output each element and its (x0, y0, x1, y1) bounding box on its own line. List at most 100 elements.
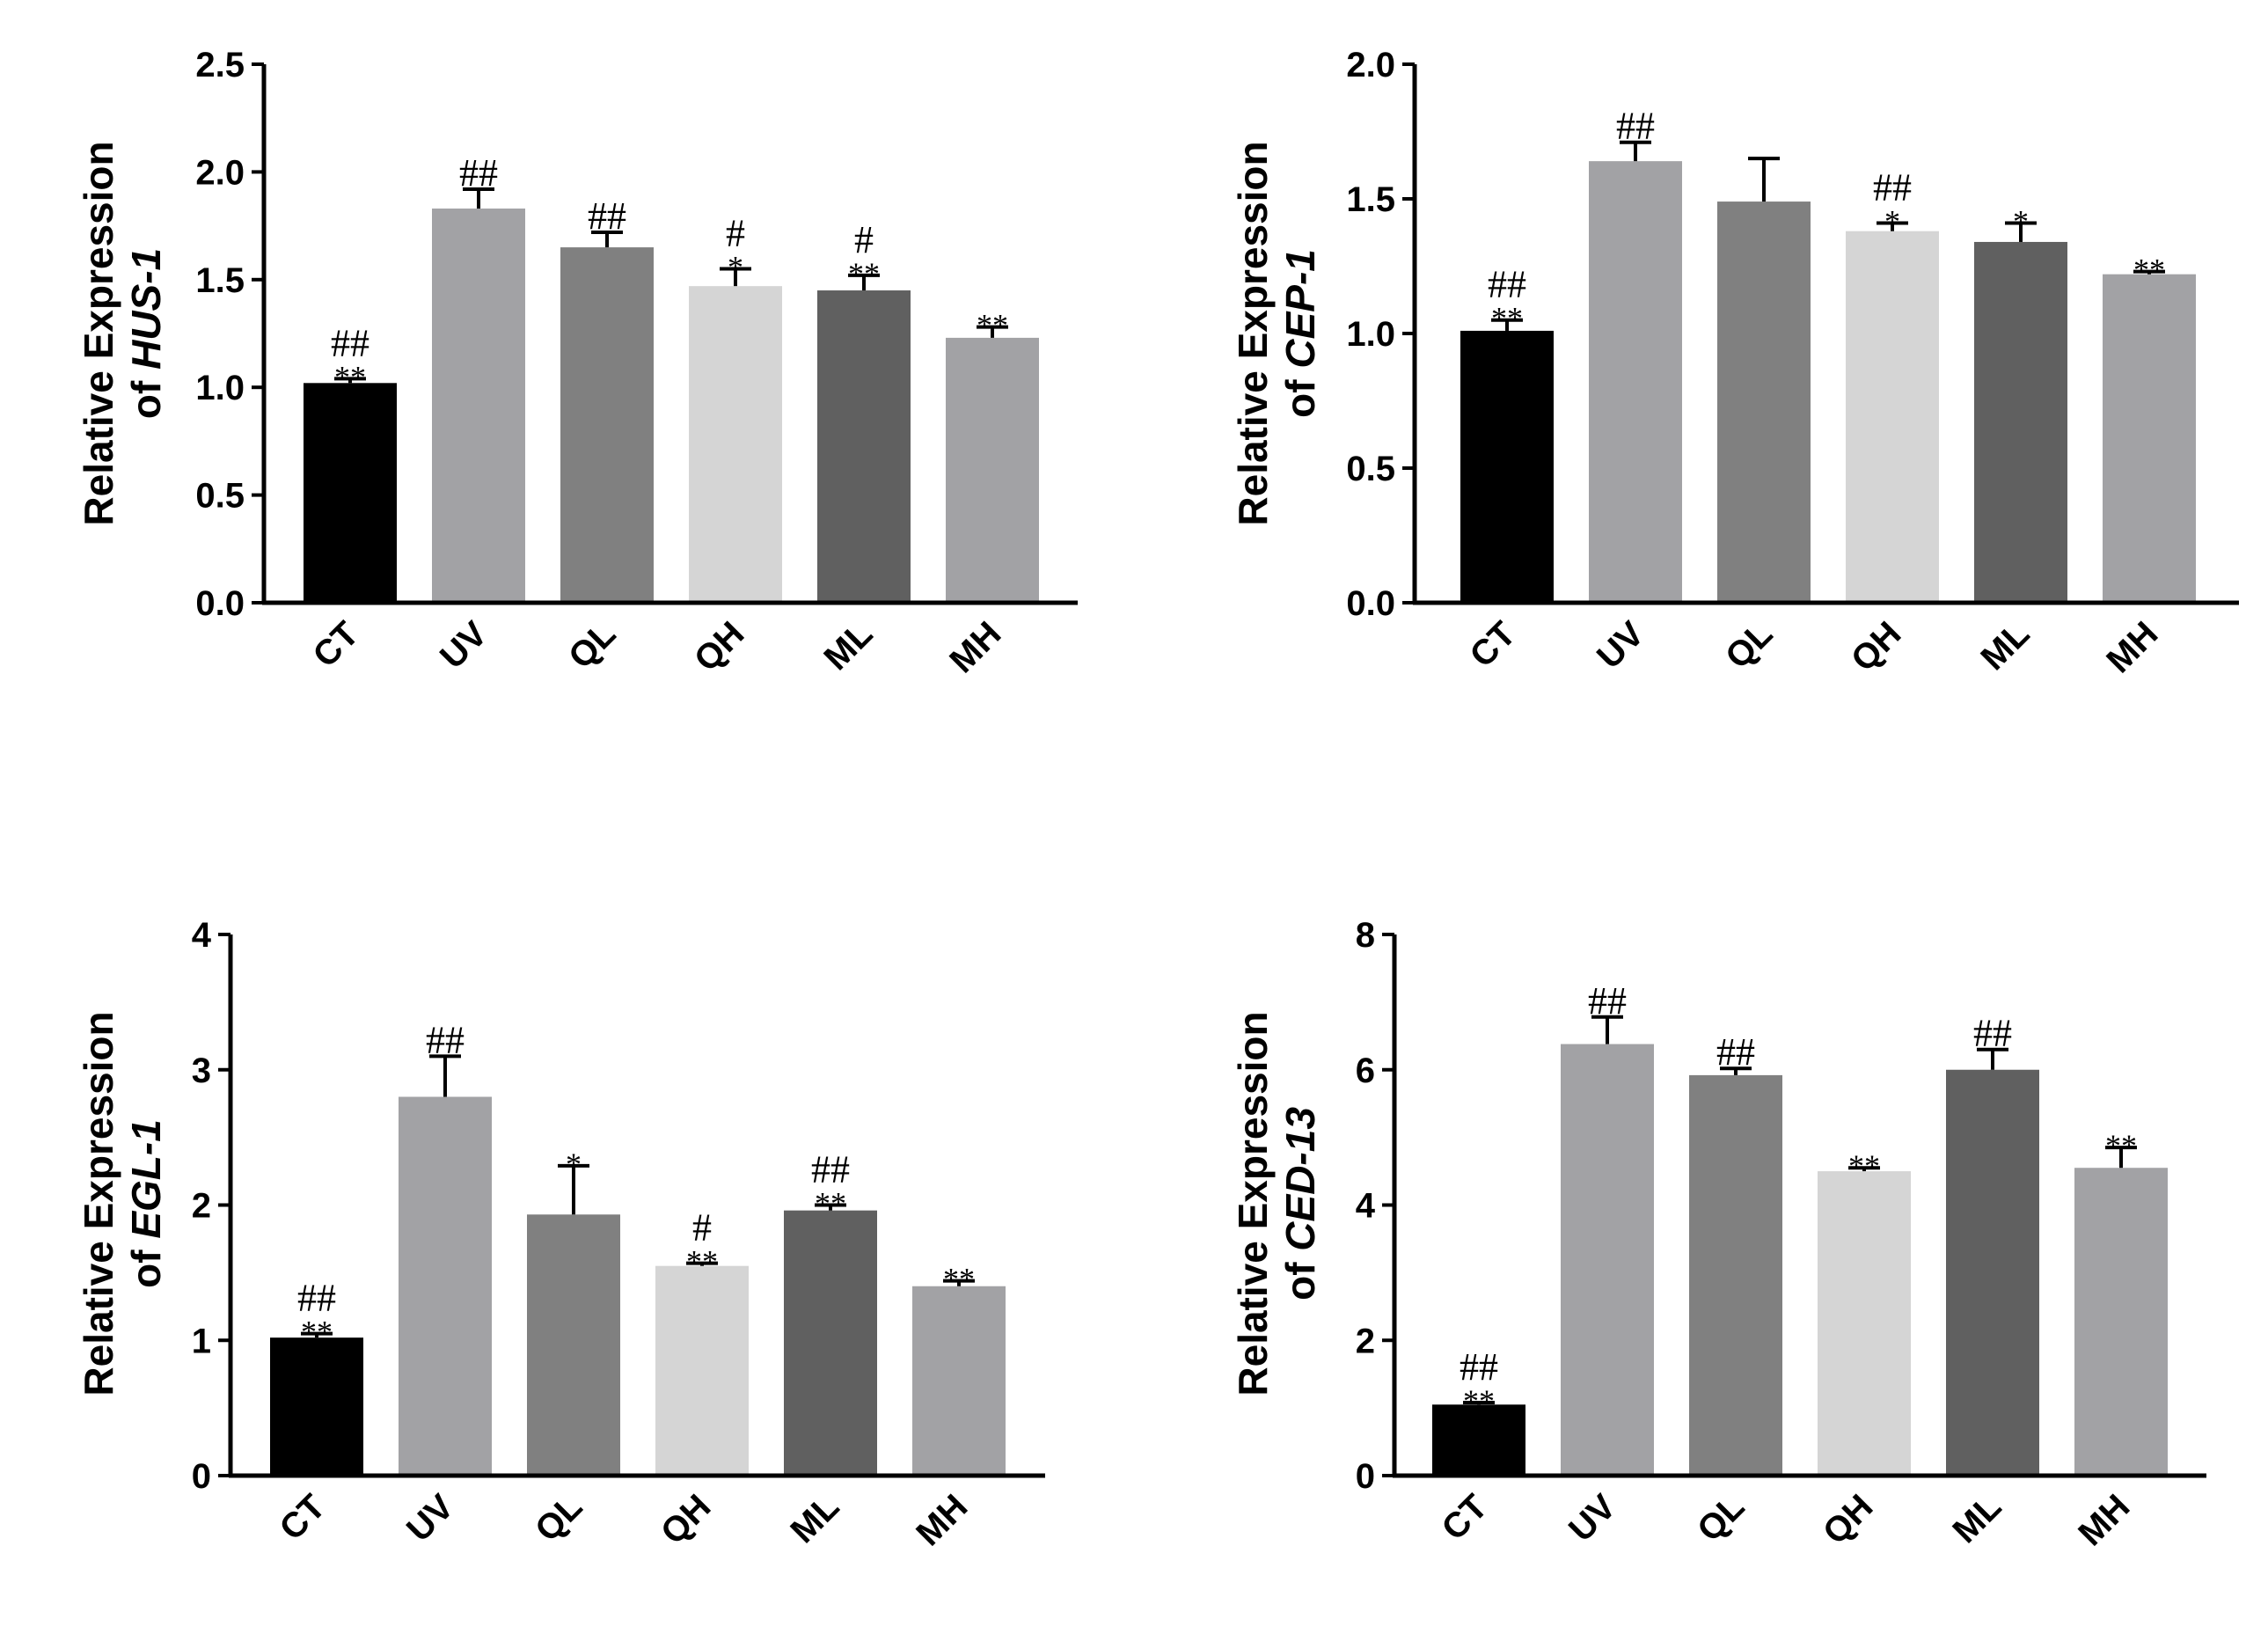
x-tick-label: QH (687, 614, 752, 679)
y-axis-label: Relative Expressionof CED-13 (1230, 1011, 1323, 1396)
bar-ct (270, 1337, 363, 1476)
x-tick-label: UV (1562, 1487, 1624, 1550)
significance-hash-mark: ## (331, 321, 369, 364)
x-tick-label: MH (2071, 1487, 2137, 1553)
error-bar (1591, 1015, 1623, 1044)
error-bar (686, 1261, 718, 1266)
y-tick-label: 2.0 (195, 153, 245, 192)
error-bar (463, 187, 494, 209)
significance-star-mark: ** (2105, 1128, 2137, 1163)
bar-mh (912, 1286, 1006, 1476)
y-tick-label: 1.0 (195, 369, 245, 407)
bar-ql (560, 247, 654, 603)
significance-hash-mark: # (692, 1206, 712, 1249)
y-tick-label: 1 (192, 1322, 211, 1360)
bar-ql (1717, 202, 1811, 603)
significance-hash-mark: ## (297, 1277, 336, 1320)
significance-star-mark: ** (1848, 1148, 1880, 1183)
error-bar (977, 325, 1008, 338)
x-tick-label: QL (528, 1487, 589, 1549)
error-bar (334, 377, 366, 384)
y-axis-label: Relative Expressionof HUS-1 (76, 141, 169, 525)
significance-hash-mark: ## (1973, 1012, 2012, 1055)
x-tick-label: QL (1718, 614, 1780, 676)
y-tick-label: 4 (192, 916, 212, 955)
y-tick-label: 1.0 (1346, 315, 1395, 354)
y-tick-label: 2 (1356, 1322, 1375, 1360)
error-bar (2133, 269, 2165, 275)
error-bar (1620, 140, 1651, 162)
y-axis-label: Relative Expressionof EGL-1 (76, 1011, 169, 1396)
significance-star-mark: * (1884, 204, 1900, 239)
y-tick-label: 1.5 (195, 261, 245, 300)
significance-hash-mark: ## (426, 1018, 465, 1061)
significance-star-mark: * (566, 1147, 582, 1182)
error-bar (301, 1331, 333, 1338)
significance-star-mark: * (2013, 204, 2029, 239)
significance-star-mark: ** (686, 1244, 718, 1279)
y-tick-label: 3 (192, 1051, 211, 1090)
x-tick-label: ML (816, 614, 880, 678)
y-tick-label: 1.5 (1346, 180, 1395, 219)
x-tick-label: CT (1435, 1487, 1496, 1548)
error-bar (1977, 1047, 2008, 1070)
x-tick-label: QL (1690, 1487, 1752, 1549)
error-bar (2105, 1146, 2137, 1169)
y-tick-label: 2.5 (195, 46, 245, 84)
bar-ml (1974, 241, 2067, 603)
error-bar (1748, 157, 1780, 202)
y-tick-label: 4 (1356, 1187, 1376, 1226)
bar-qh (655, 1265, 749, 1476)
x-tick-label: MH (909, 1487, 975, 1553)
bar-ql (1689, 1074, 1782, 1476)
x-tick-label: UV (1590, 614, 1652, 677)
x-tick-label: ML (783, 1487, 846, 1550)
y-tick-label: 0 (192, 1457, 211, 1496)
x-tick-label: ML (1973, 614, 2037, 678)
error-bar (1491, 318, 1523, 331)
bar-ct (1460, 330, 1554, 603)
error-bar (429, 1054, 461, 1097)
y-tick-label: 0.0 (1346, 584, 1395, 623)
significance-star-mark: ** (1463, 1383, 1495, 1418)
significance-hash-mark: ## (811, 1148, 850, 1191)
x-tick-label: CT (1463, 614, 1524, 675)
significance-hash-mark: ## (588, 194, 626, 238)
bar-ml (817, 290, 911, 603)
bar-uv (1561, 1044, 1654, 1476)
bar-qh (689, 286, 782, 603)
significance-hash-mark: ## (1616, 105, 1655, 148)
error-bar (591, 230, 623, 248)
y-tick-label: 0.0 (195, 584, 245, 623)
x-tick-label: QH (654, 1487, 719, 1552)
significance-star-mark: ** (301, 1315, 333, 1350)
bar-mh (946, 337, 1039, 603)
error-bar (815, 1203, 846, 1211)
x-tick-label: QH (1816, 1487, 1881, 1552)
bar-qh (1846, 231, 1939, 603)
x-tick-label: ML (1945, 1487, 2008, 1550)
x-tick-label: UV (399, 1487, 462, 1550)
y-tick-label: 0 (1356, 1457, 1375, 1496)
y-tick-label: 0.5 (1346, 450, 1395, 488)
bar-uv (432, 209, 525, 604)
error-bar (1720, 1066, 1752, 1075)
significance-hash-mark: ## (1460, 1345, 1498, 1389)
bar-uv (1589, 161, 1682, 603)
significance-star-mark: ** (977, 308, 1008, 343)
x-tick-label: UV (433, 614, 495, 677)
panel-egl1: **##CT##UV*QL**#QH**##ML**MH01234Relativ… (76, 916, 1045, 1553)
error-bar (558, 1163, 589, 1215)
error-bar (848, 273, 880, 291)
significance-hash-mark: ## (1873, 166, 1912, 209)
error-bar (1463, 1400, 1495, 1405)
y-tick-label: 2.0 (1346, 46, 1395, 84)
significance-hash-mark: ## (1716, 1030, 1755, 1073)
significance-hash-mark: # (854, 218, 874, 261)
error-bar (2005, 221, 2037, 242)
significance-hash-mark: # (726, 212, 745, 255)
panel-hus1: **##CT##UV##QL*#QH**#ML**MH0.00.51.01.52… (76, 46, 1078, 680)
x-tick-label: MH (942, 614, 1008, 680)
error-bar (1877, 221, 1908, 231)
bar-mh (2103, 274, 2196, 603)
